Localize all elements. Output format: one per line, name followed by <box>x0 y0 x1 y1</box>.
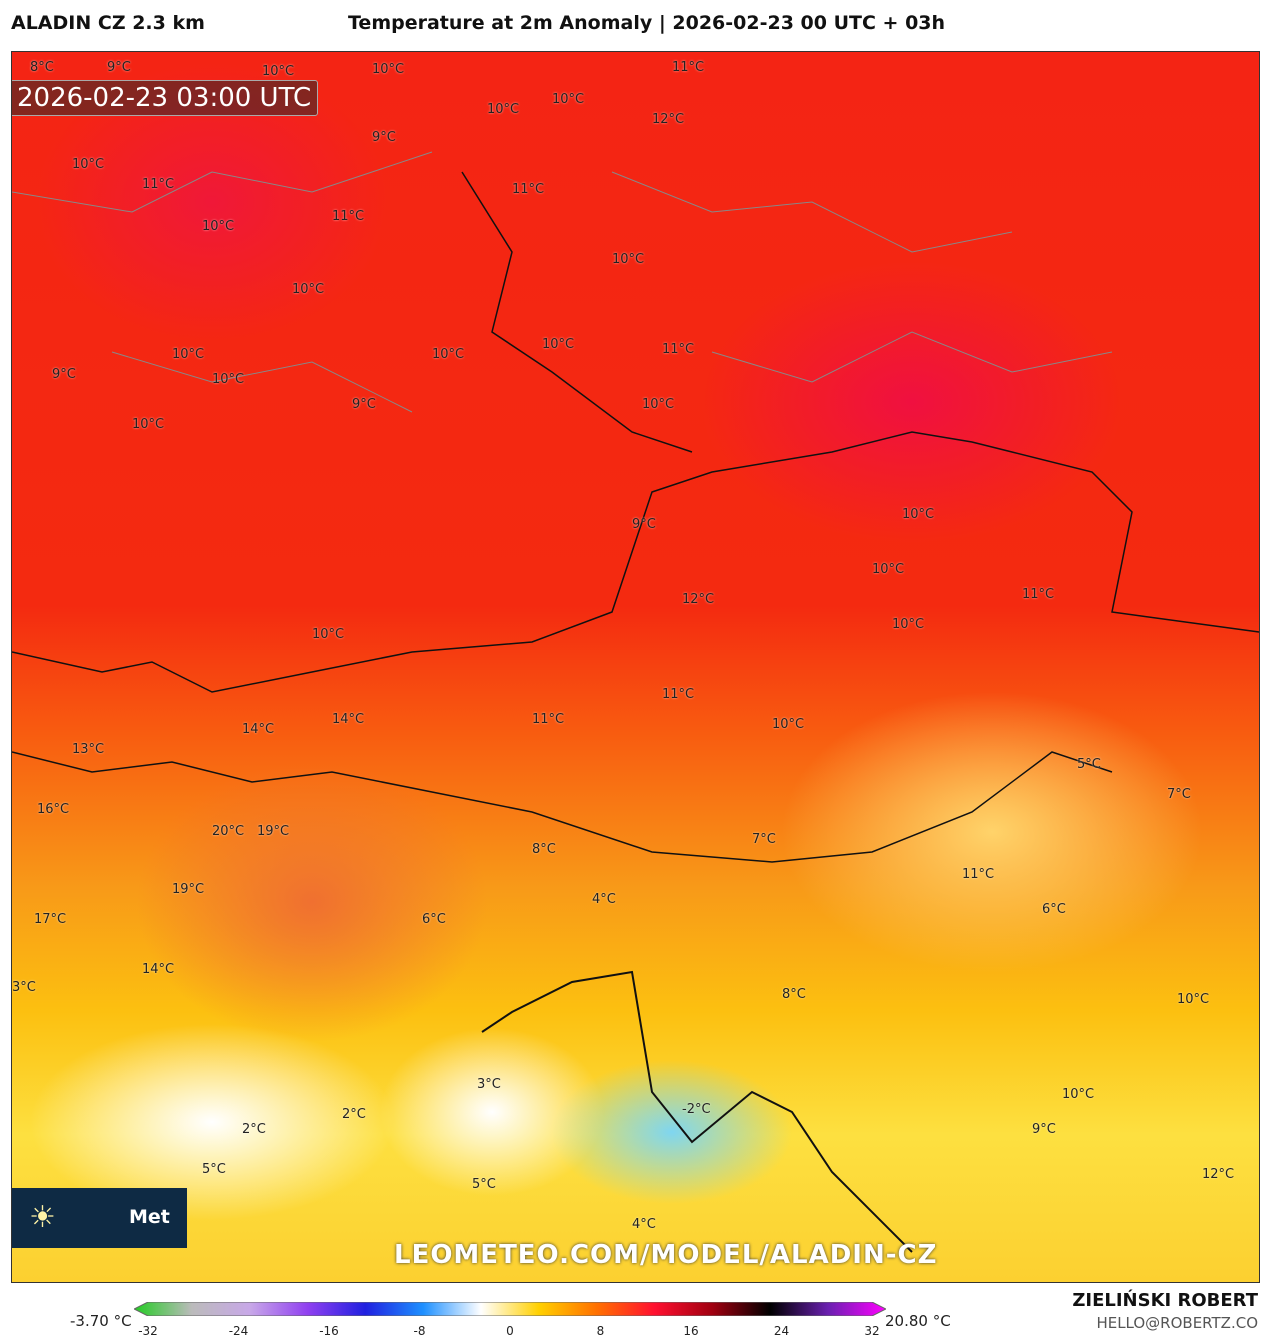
temperature-label: 9°C <box>107 60 131 75</box>
temperature-label: 9°C <box>352 397 376 412</box>
author-name: ZIELIŃSKI ROBERT <box>1072 1290 1258 1311</box>
temperature-label: 10°C <box>552 92 585 107</box>
temperature-label: 5°C <box>1077 757 1101 772</box>
valid-time: 2026-02-23 03:00 UTC <box>12 80 319 116</box>
temperature-label: 14°C <box>242 722 275 737</box>
leometeo-logo[interactable]: ☀ Met <box>12 1188 187 1248</box>
temperature-label: 10°C <box>892 617 925 632</box>
colorbar-tick-label: -24 <box>228 1324 249 1338</box>
temperature-label: 9°C <box>632 517 656 532</box>
temperature-label: 8°C <box>30 60 54 75</box>
colorbar-tick-label: 8 <box>596 1324 605 1338</box>
temperature-label: 7°C <box>752 832 776 847</box>
temperature-anomaly-map[interactable]: 8°C 9°C 10°C 10°C 11°C 10°C 9°C 10°C 10°C 11°C 12°… <box>11 51 1260 1283</box>
temperature-label: 16°C <box>37 802 70 817</box>
temperature-label: 7°C <box>1167 787 1191 802</box>
temperature-label: 10°C <box>72 157 105 172</box>
colorbar-tick-label: 16 <box>683 1324 699 1338</box>
temperature-label: 5°C <box>202 1162 226 1177</box>
country-border <box>461 171 693 453</box>
temperature-label: 10°C <box>312 627 345 642</box>
colorbar-tick-label: -32 <box>138 1324 158 1338</box>
model-name: ALADIN CZ 2.3 km <box>11 12 205 34</box>
temperature-label: 10°C <box>772 717 805 732</box>
colorbar-min-label: -3.70 °C <box>70 1312 132 1330</box>
temperature-label: 11°C <box>662 687 695 702</box>
colorbar-tick-label: 24 <box>773 1324 790 1338</box>
temperature-label: 9°C <box>372 130 396 145</box>
temperature-label: 17°C <box>34 912 67 927</box>
temperature-label: 3°C <box>477 1077 501 1092</box>
temperature-label: 5°C <box>472 1177 496 1192</box>
temperature-label: 14°C <box>142 962 175 977</box>
temperature-label: 14°C <box>332 712 365 727</box>
temperature-label: 20°C <box>212 824 245 839</box>
temperature-label: 10°C <box>642 397 675 412</box>
temperature-label: 11°C <box>962 867 995 882</box>
temperature-label: 10°C <box>432 347 465 362</box>
temperature-label: 10°C <box>542 337 575 352</box>
temperature-label: 10°C <box>487 102 520 117</box>
region-border <box>12 151 1113 413</box>
temperature-label: 10°C <box>132 417 165 432</box>
temperature-label: 4°C <box>632 1217 656 1232</box>
temperature-label: 2°C <box>342 1107 366 1122</box>
colorbar-tick-label: -16 <box>319 1324 339 1338</box>
temperature-label: 19°C <box>172 882 205 897</box>
temperature-label: 9°C <box>1032 1122 1056 1137</box>
colorbar-tick-label: 0 <box>506 1324 514 1338</box>
temperature-label: 10°C <box>212 372 245 387</box>
temperature-label: 11°C <box>512 182 545 197</box>
temperature-label: 11°C <box>332 209 365 224</box>
sun-icon: ☀ <box>29 1200 56 1235</box>
colorbar-tick-label: 32 <box>864 1324 880 1338</box>
colorbar-max-label: 20.80 °C <box>885 1312 951 1330</box>
temperature-label: 4°C <box>592 892 616 907</box>
temperature-label: 3°C <box>12 980 36 995</box>
temperature-label: 8°C <box>782 987 806 1002</box>
temperature-label: 10°C <box>1177 992 1210 1007</box>
colorbar-gradient <box>134 1302 886 1316</box>
temperature-label: 10°C <box>262 64 295 79</box>
temperature-label: 12°C <box>1202 1167 1235 1182</box>
colorbar-tick-label: -8 <box>413 1324 426 1338</box>
temperature-label: 8°C <box>532 842 556 857</box>
map-title: Temperature at 2m Anomaly | 2026-02-23 0… <box>348 12 946 34</box>
country-border <box>12 431 1259 693</box>
author-email: HELLO@ROBERTZ.CO <box>1096 1314 1258 1332</box>
temperature-label: 10°C <box>372 62 405 77</box>
borders-layer <box>12 151 1259 1253</box>
temperature-label: 10°C <box>612 252 645 267</box>
temperature-label: 9°C <box>52 367 76 382</box>
temperature-label: 11°C <box>662 342 695 357</box>
watermark: LEOMETEO.COM/MODEL/ALADIN-CZ <box>394 1240 938 1270</box>
coastline <box>481 970 913 1253</box>
temperature-label: 19°C <box>257 824 290 839</box>
country-border <box>12 751 1113 863</box>
temperature-label: 12°C <box>652 112 685 127</box>
temperature-label: 11°C <box>142 177 175 192</box>
temperature-label: -2°C <box>682 1102 711 1117</box>
temperature-label: 6°C <box>1042 902 1066 917</box>
temperature-label: 10°C <box>872 562 905 577</box>
colorbar <box>134 1302 886 1316</box>
temperature-label: 10°C <box>902 507 935 522</box>
logo-text: Met <box>129 1206 170 1228</box>
temperature-label: 2°C <box>242 1122 266 1137</box>
temperature-label: 6°C <box>422 912 446 927</box>
temperature-label: 10°C <box>172 347 205 362</box>
temperature-label: 11°C <box>1022 587 1055 602</box>
temperature-label: 11°C <box>532 712 565 727</box>
temperature-label: 11°C <box>672 60 705 75</box>
temperature-label: 10°C <box>1062 1087 1095 1102</box>
temperature-label: 10°C <box>292 282 325 297</box>
temperature-label: 12°C <box>682 592 715 607</box>
temperature-label: 10°C <box>202 219 235 234</box>
temperature-label: 13°C <box>72 742 105 757</box>
